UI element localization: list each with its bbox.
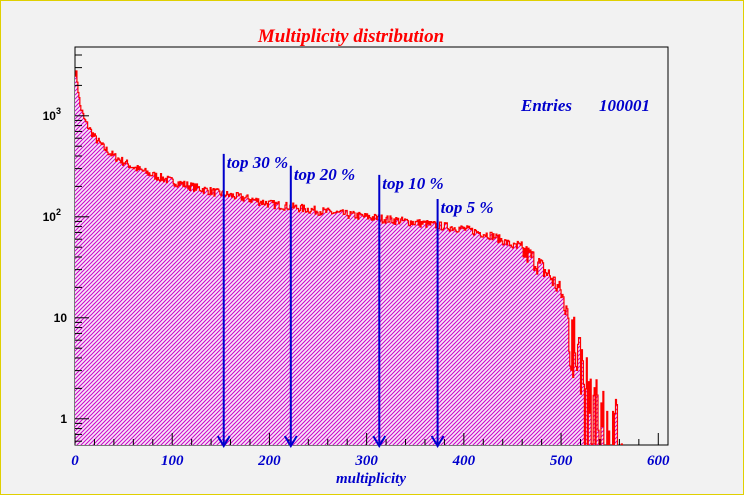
stats-box: Entries 100001 [520, 96, 650, 115]
x-tick-label: 100 [161, 453, 184, 469]
x-tick-label: 0 [71, 453, 79, 469]
x-tick-label: 300 [354, 453, 378, 469]
x-tick-label: 600 [647, 453, 670, 469]
stats-entries-value: 100001 [599, 96, 650, 115]
percentile-label: top 10 % [382, 174, 443, 193]
arrow-head-icon [283, 435, 298, 448]
percentile-label: top 20 % [294, 165, 355, 184]
percentile-marker: top 10 % [372, 174, 444, 448]
y-tick-label: 1 [60, 412, 67, 426]
percentile-marker: top 5 % [430, 198, 494, 448]
y-tick-label: 103 [43, 106, 61, 123]
arrow-head-icon [372, 435, 387, 448]
x-tick-label: 200 [257, 453, 281, 469]
x-tick-label: 400 [452, 453, 476, 469]
arrow-head-icon [430, 435, 445, 448]
stats-entries-label: Entries [520, 96, 572, 115]
y-tick-label: 10 [54, 311, 68, 325]
y-tick-label: 102 [43, 207, 61, 224]
histogram-fill [75, 70, 623, 445]
histogram-line [75, 70, 623, 445]
percentile-marker: top 20 % [283, 165, 355, 448]
chart-title: Multiplicity distribution [257, 26, 444, 47]
arrow-head-icon [216, 435, 231, 448]
x-tick-label: 500 [550, 453, 573, 469]
percentile-marker: top 30 % [216, 153, 288, 448]
x-axis-label: multiplicity [336, 471, 406, 487]
percentile-label: top 30 % [227, 153, 288, 172]
percentile-label: top 5 % [441, 198, 494, 217]
